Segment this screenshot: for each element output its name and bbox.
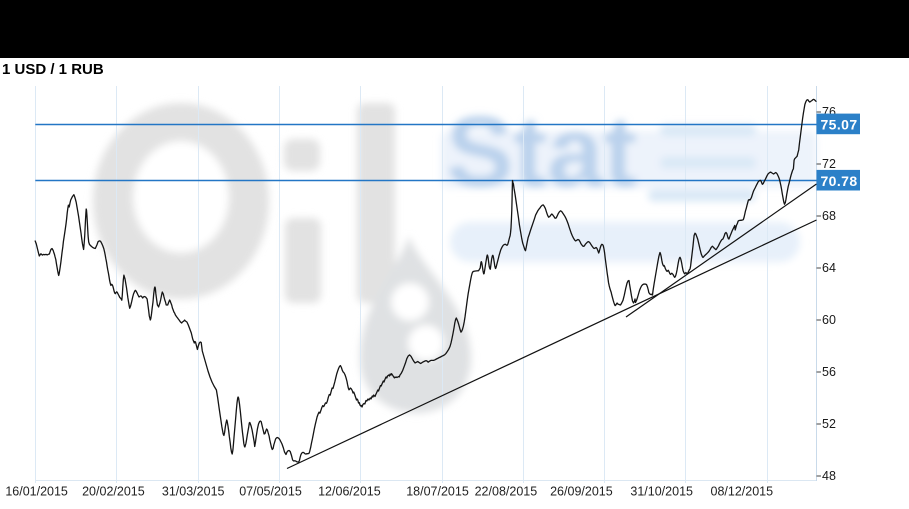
svg-text:72: 72 — [822, 157, 836, 171]
svg-text:56: 56 — [822, 365, 836, 379]
svg-text:18/07/2015: 18/07/2015 — [406, 485, 469, 499]
svg-text:48: 48 — [822, 469, 836, 483]
svg-text:08/12/2015: 08/12/2015 — [711, 485, 774, 499]
svg-text:31/10/2015: 31/10/2015 — [630, 485, 693, 499]
svg-text:68: 68 — [822, 209, 836, 223]
svg-text:64: 64 — [822, 261, 836, 275]
svg-text:52: 52 — [822, 417, 836, 431]
svg-text:12/06/2015: 12/06/2015 — [318, 485, 381, 499]
svg-text:1 USD / 1 RUB: 1 USD / 1 RUB — [2, 61, 104, 78]
svg-text:20/02/2015: 20/02/2015 — [82, 485, 145, 499]
svg-text:Stat: Stat — [446, 96, 637, 208]
svg-text:26/09/2015: 26/09/2015 — [550, 485, 613, 499]
svg-text:07/05/2015: 07/05/2015 — [239, 485, 302, 499]
svg-text:60: 60 — [822, 313, 836, 327]
svg-text:70.78: 70.78 — [821, 173, 858, 189]
svg-text:16/01/2015: 16/01/2015 — [5, 485, 68, 499]
svg-text:75.07: 75.07 — [821, 116, 858, 132]
svg-text:22/08/2015: 22/08/2015 — [475, 485, 538, 499]
svg-text:31/03/2015: 31/03/2015 — [162, 485, 225, 499]
